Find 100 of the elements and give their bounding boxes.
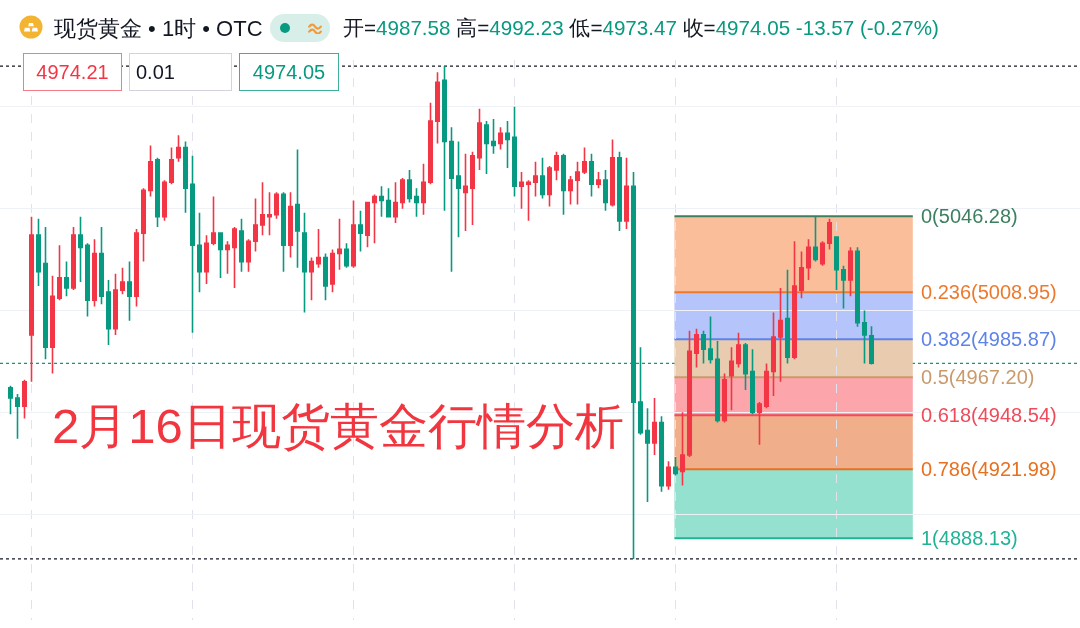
candlestick — [273, 191, 280, 220]
candlestick — [217, 232, 224, 279]
candlestick — [665, 460, 672, 491]
candlestick — [434, 71, 441, 145]
candlestick — [476, 108, 483, 171]
candlestick — [546, 165, 553, 208]
candlestick — [315, 228, 322, 269]
candlestick — [588, 152, 595, 198]
candlestick — [238, 218, 245, 273]
candlestick — [511, 106, 518, 198]
candlestick — [574, 161, 581, 206]
candlestick — [567, 175, 574, 206]
candlestick — [847, 246, 854, 298]
text: 开=4987.58 高=4992.23 低=4973.47 收=4974.05 -13.57 (-0.27%) — [343, 16, 939, 39]
candlestick — [700, 330, 707, 365]
candlestick — [28, 216, 35, 383]
chart-title: 现货黄金 • 1时 • OTC — [54, 15, 263, 41]
candlestick — [644, 407, 651, 503]
candlestick — [42, 226, 49, 361]
candlestick — [175, 134, 182, 163]
candlestick — [210, 195, 217, 247]
candlestick — [21, 378, 28, 420]
candlestick — [189, 154, 196, 334]
candlestick — [413, 187, 420, 218]
candlestick — [329, 248, 336, 293]
candlestick — [448, 126, 455, 273]
candlestick — [539, 156, 546, 200]
candlestick — [392, 181, 399, 224]
candlestick — [364, 201, 371, 249]
candlestick — [763, 362, 770, 410]
candlestick — [245, 238, 252, 273]
candlestick — [56, 244, 63, 302]
candlestick — [322, 252, 329, 302]
candlestick — [301, 211, 308, 314]
candlestick — [385, 187, 392, 218]
candlestick — [49, 275, 56, 375]
candlestick — [98, 226, 105, 306]
candlestick — [497, 126, 504, 151]
candlestick — [777, 287, 784, 383]
candlestick — [350, 199, 357, 269]
candlestick — [280, 191, 287, 273]
candlestick — [791, 240, 798, 361]
candlestick — [154, 156, 161, 228]
candlestick — [483, 120, 490, 175]
candlestick — [343, 242, 350, 269]
annotation: 2月16日现货黄金行情分析 — [52, 399, 624, 453]
candlestick — [672, 456, 679, 477]
candlestick — [868, 325, 875, 366]
ref-line-label: 0.5(4967.20) — [921, 366, 1035, 388]
candlestick — [84, 242, 91, 318]
candlestick — [595, 171, 602, 190]
annotation: 0.01 — [136, 61, 175, 83]
candlestick — [196, 211, 203, 293]
candlestick — [518, 171, 525, 210]
candlestick — [14, 393, 21, 440]
candlestick — [112, 273, 119, 336]
candlestick — [812, 216, 819, 263]
candlestick — [833, 236, 840, 291]
candlestick — [742, 342, 749, 391]
candlestick — [609, 138, 616, 208]
candlestick — [553, 150, 560, 181]
candlestick — [525, 179, 532, 222]
candlestick — [126, 260, 133, 322]
candlestick — [161, 179, 168, 222]
candlestick — [63, 260, 70, 298]
candlestick — [651, 397, 658, 456]
ref-line-label: 0(5046.28) — [921, 205, 1018, 227]
ref-line-label: 0.236(5008.95) — [921, 281, 1057, 303]
candlestick — [35, 218, 42, 287]
candlestick — [378, 185, 385, 218]
candlestick — [840, 264, 847, 310]
candlestick — [287, 191, 294, 259]
ref-line-label: 0.382(4985.87) — [921, 328, 1057, 350]
candlestick — [259, 181, 266, 236]
candlestick — [861, 309, 868, 365]
candlestick — [7, 385, 14, 416]
candlestick — [707, 315, 714, 365]
candlestick — [399, 177, 406, 210]
candlestick — [224, 240, 231, 275]
candlestick — [770, 311, 777, 397]
candlestick — [756, 401, 763, 446]
candlestick — [714, 340, 721, 424]
candlestick — [133, 228, 140, 308]
candlestick — [623, 156, 630, 230]
candlestick — [616, 150, 623, 232]
candlestick — [91, 238, 98, 308]
candlestick — [105, 279, 112, 346]
candlestick — [420, 163, 427, 216]
candlestick — [532, 161, 539, 198]
candlestick — [686, 330, 693, 458]
candlestick — [728, 346, 735, 412]
candlestick — [721, 372, 728, 424]
candlestick — [462, 152, 469, 232]
candlestick — [70, 226, 77, 291]
candlestick — [658, 415, 665, 493]
candlestick — [679, 411, 686, 487]
candlestick — [182, 140, 189, 214]
candlestick — [406, 169, 413, 204]
candlestick — [805, 238, 812, 281]
candlestick — [826, 218, 833, 251]
